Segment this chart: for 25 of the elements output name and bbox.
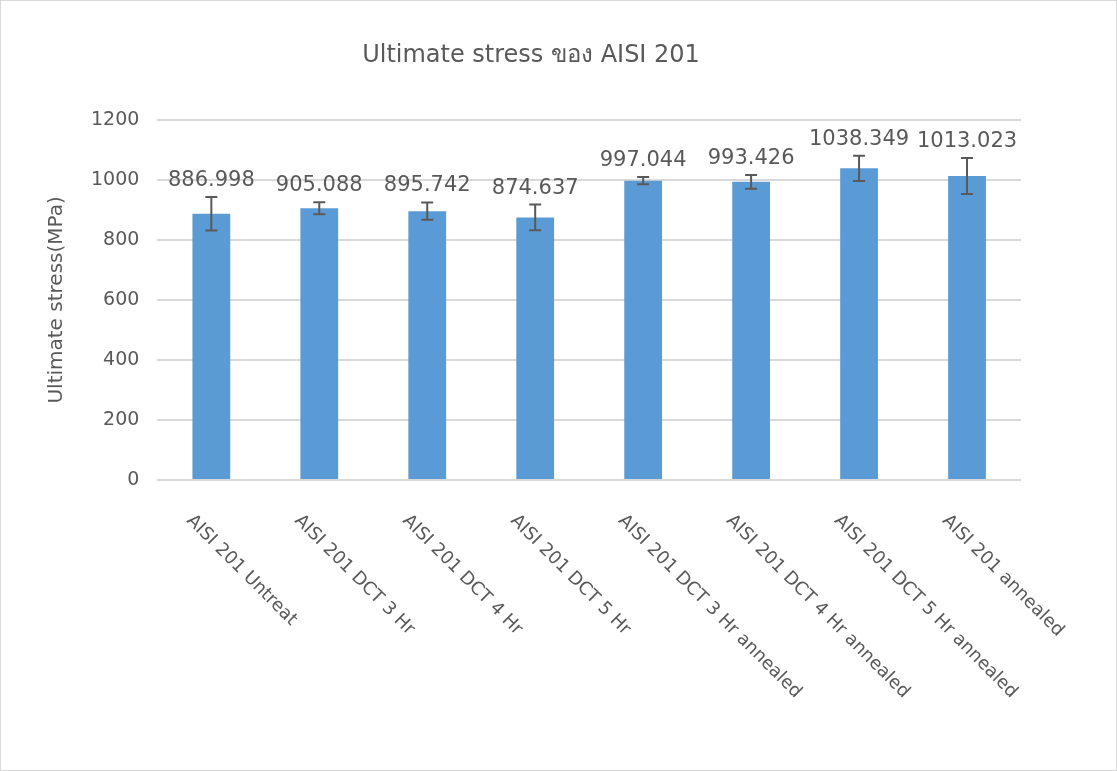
chart-title: Ultimate stress ของ AISI 201 (362, 39, 700, 68)
bar (192, 213, 231, 479)
y-tick-label: 200 (103, 406, 140, 429)
bar (732, 181, 770, 479)
bar (948, 175, 986, 479)
data-label: 895.742 (383, 172, 471, 197)
y-tick-label: 1200 (90, 106, 140, 129)
data-label: 886.998 (167, 166, 255, 191)
bar (300, 208, 339, 479)
y-tick-label: 800 (103, 226, 140, 249)
bar (840, 168, 878, 479)
y-tick-label: 0 (127, 466, 140, 489)
y-tick-label: 400 (103, 346, 140, 369)
y-tick-label: 600 (103, 286, 140, 309)
data-label: 997.044 (599, 147, 687, 172)
y-axis-title: Ultimate stress(MPa) (43, 196, 68, 404)
data-label: 905.088 (275, 172, 363, 197)
data-label: 1013.023 (916, 127, 1018, 152)
data-label: 874.637 (491, 174, 579, 199)
bar (516, 217, 555, 479)
data-label: 993.426 (707, 144, 795, 169)
y-tick-label: 1000 (90, 166, 140, 189)
bar (624, 180, 663, 479)
bar (408, 211, 447, 479)
data-label: 1038.349 (808, 125, 910, 150)
